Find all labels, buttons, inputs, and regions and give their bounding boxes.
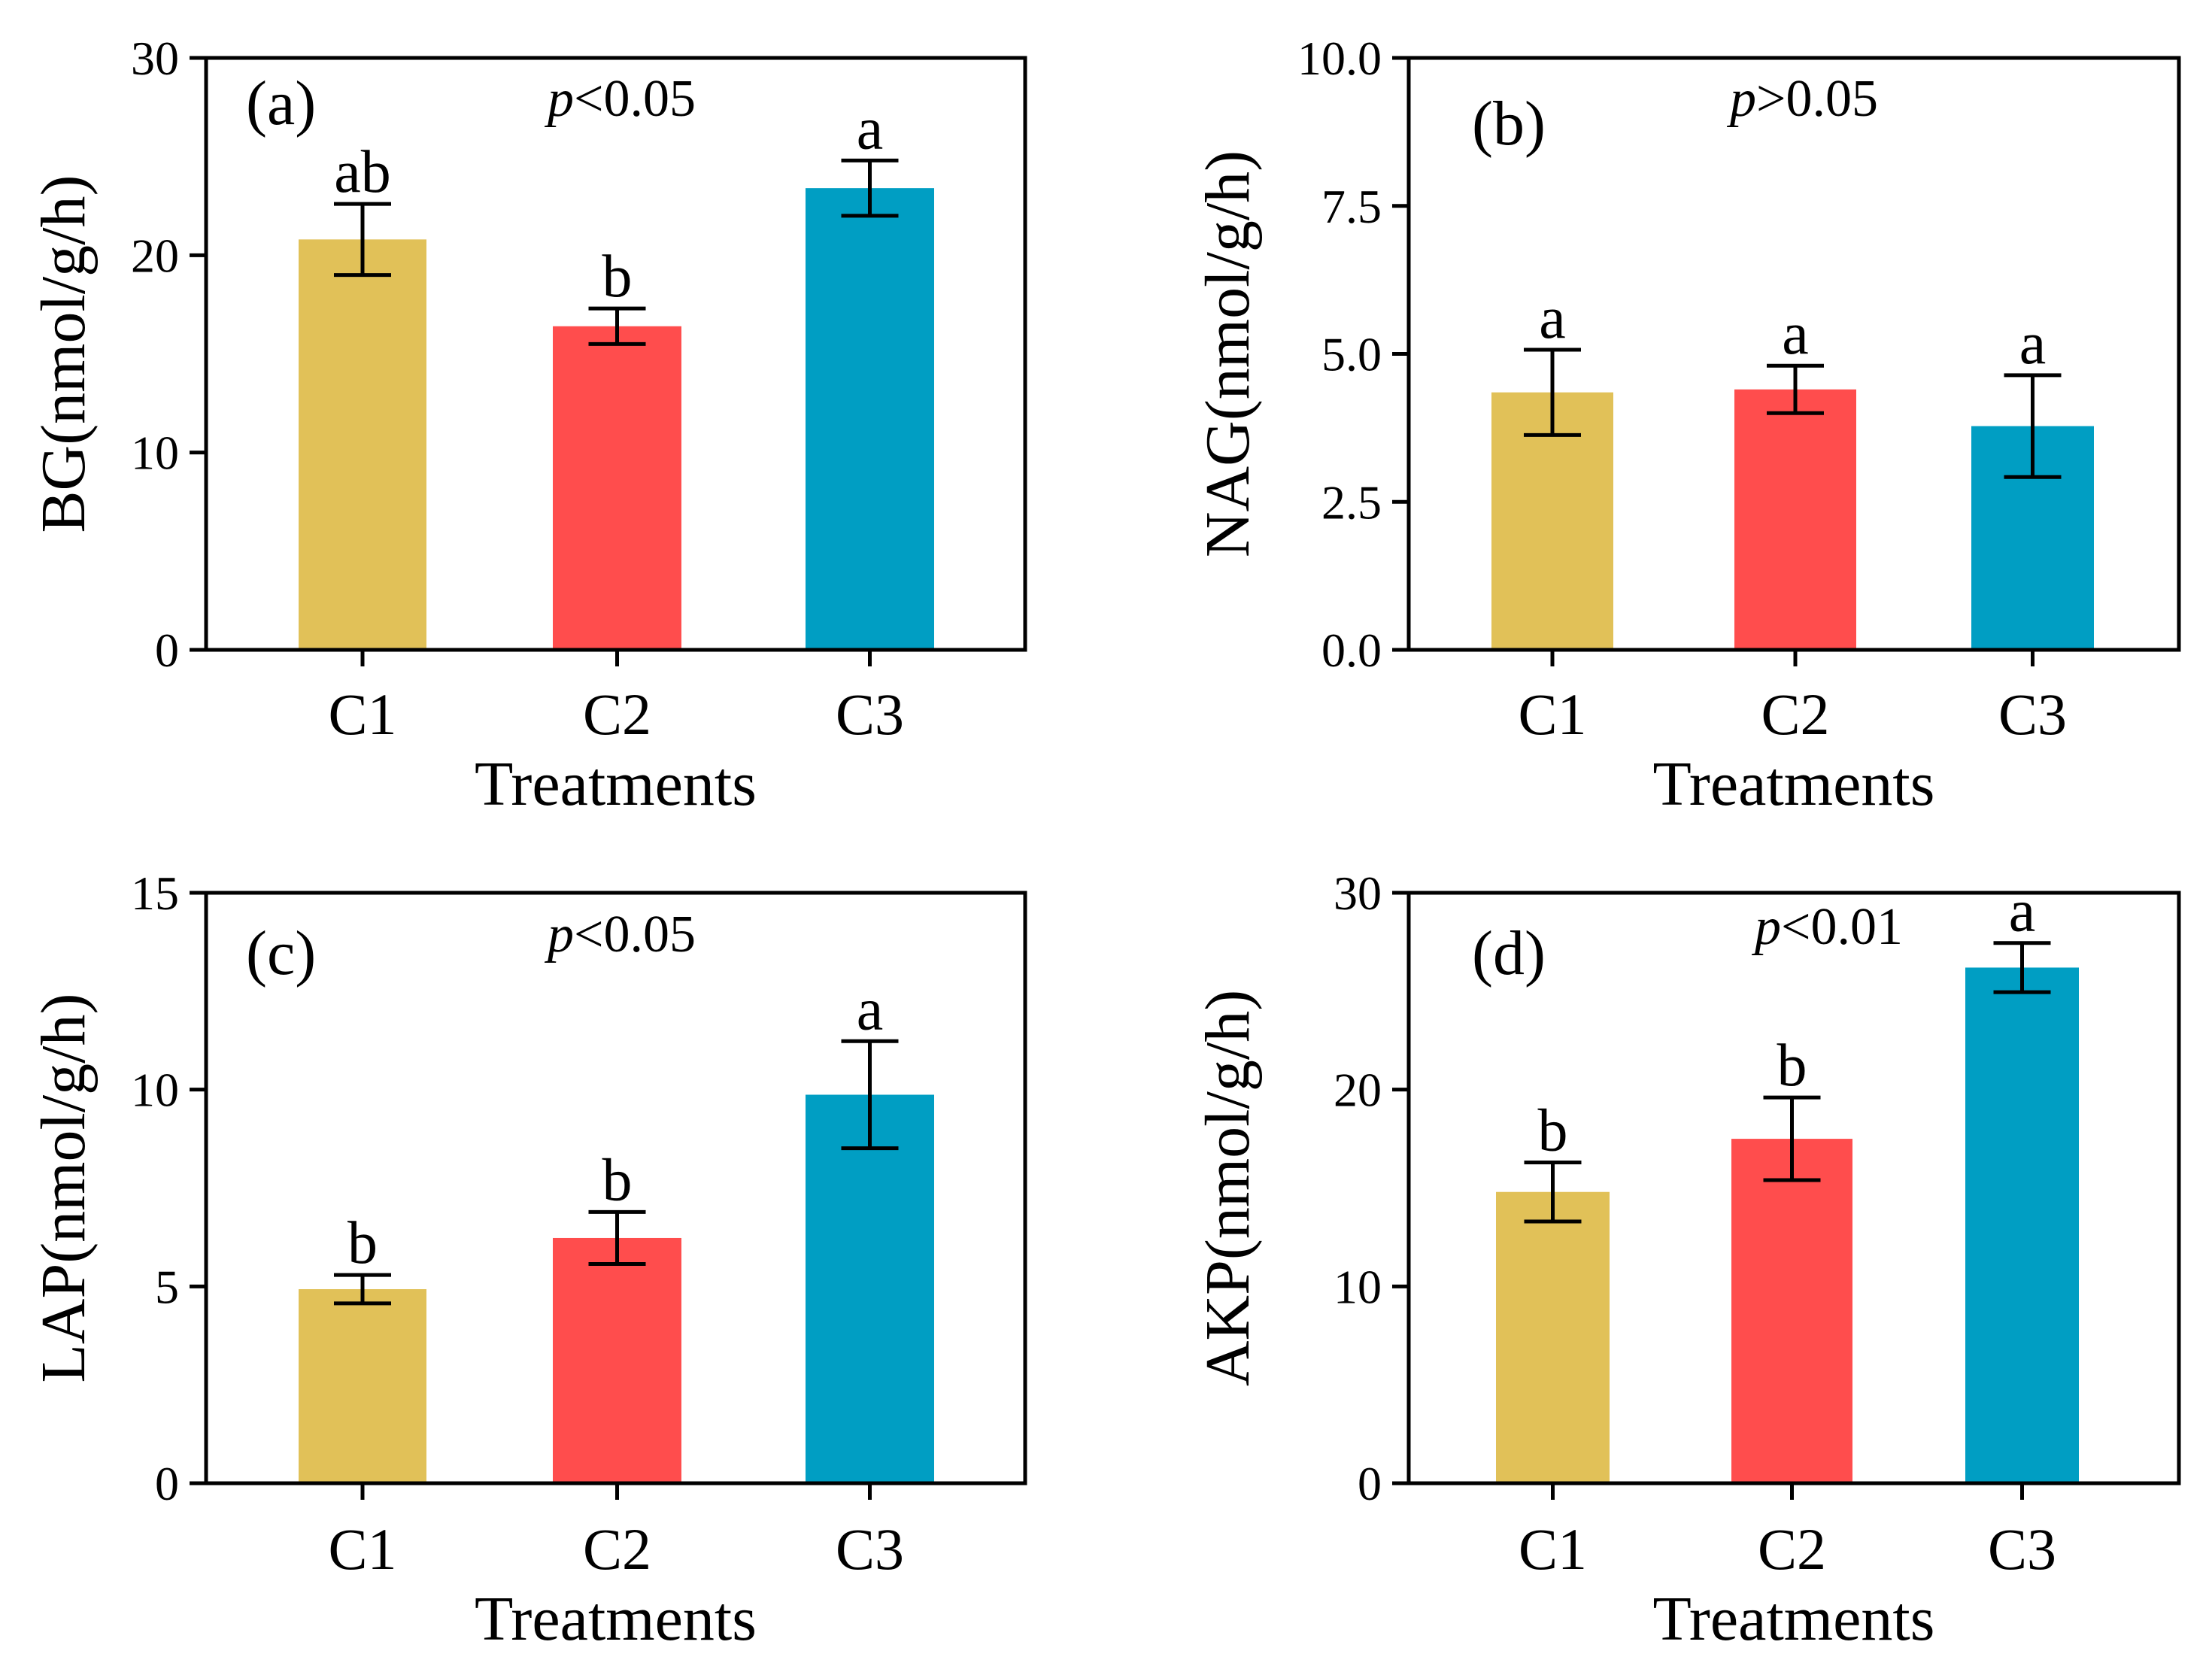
bar-c1 [299,239,426,650]
significance-label-c1: ab [334,139,391,205]
significance-label-c3: a [857,96,884,162]
chart-panel-c: b b a 0 5 10 15 C1 C2 C3 Treatments LAP(nmol/g/h) (c… [29,866,1027,1654]
bar-c3 [1965,967,2079,1483]
x-tick-label-c3: C3 [836,681,904,747]
significance-label-c1: b [347,1210,378,1276]
y-axis-title: LAP(nmol/g/h) [29,994,99,1383]
y-tick-label: 10 [131,1064,179,1117]
x-axis-title: Treatments [475,1584,757,1654]
x-tick-label-c3: C3 [1998,681,2067,747]
chart-panel-d: b b a 0 10 20 30 C1 C2 C3 Treatments AKP(nmol/g/h) (… [1193,866,2181,1654]
y-tick-label: 30 [1334,866,1382,920]
significance-label-c2: b [602,1147,633,1213]
p-value-annotation: p<0.05 [544,906,696,963]
y-tick-label: 10 [1334,1260,1382,1313]
y-tick-label: 5.0 [1321,328,1382,381]
y-tick-label: 5 [155,1260,179,1313]
significance-label-c1: a [1539,285,1566,351]
x-axis-title: Treatments [1653,1584,1935,1654]
bar-c3 [806,188,934,650]
bar-c2 [553,1237,681,1483]
y-tick-label: 2.5 [1321,475,1382,529]
x-tick-label-c1: C1 [1519,1516,1587,1582]
y-tick-label: 10.0 [1297,32,1382,85]
significance-label-c2: b [1777,1033,1807,1099]
p-value-annotation: p<0.01 [1751,898,1903,956]
bar-c1 [299,1288,426,1483]
y-tick-label: 0 [155,624,179,677]
panel-label: (d) [1472,918,1546,988]
panel-label: (a) [246,68,316,138]
chart-panel-b: a a a 0.0 2.5 5.0 7.5 10.0 C1 C2 C3 Treatments NAG(n… [1193,32,2181,819]
x-tick-label-c2: C2 [583,1516,651,1582]
error-bar-c1 [334,1273,391,1306]
y-tick-label: 0 [1358,1457,1382,1510]
chart-panel-a: ab b a 0 10 20 30 C1 C2 C3 Treatments BG(nmol/g/h) (… [29,32,1027,819]
x-axis-title: Treatments [1653,749,1935,819]
error-bar-c2 [588,306,646,346]
significance-label-c1: b [1538,1097,1568,1164]
p-value-annotation: p>0.05 [1726,70,1878,128]
x-tick-label-c3: C3 [836,1516,904,1582]
bar-c2 [1734,389,1856,650]
error-bar-c3 [841,158,899,218]
x-tick-label-c1: C1 [328,1516,396,1582]
x-tick-label-c2: C2 [1758,1516,1826,1582]
x-tick-label-c2: C2 [1761,681,1829,747]
error-bar-c1 [334,202,391,278]
significance-label-c2: a [1782,301,1809,367]
error-bar-c1 [1524,347,1581,437]
y-tick-label: 30 [131,32,179,85]
significance-label-c3: a [2019,311,2047,377]
bar-c2 [1731,1139,1852,1483]
y-tick-label: 0.0 [1321,624,1382,677]
y-axis-title: AKP(nmol/g/h) [1193,990,1263,1386]
error-bar-c2 [1767,363,1824,415]
x-tick-label-c3: C3 [1988,1516,2056,1582]
y-tick-label: 0 [155,1457,179,1510]
error-bar-c1 [1524,1160,1582,1224]
p-value-annotation: p<0.05 [544,70,696,128]
x-tick-label-c1: C1 [328,681,396,747]
y-tick-label: 7.5 [1321,180,1382,233]
x-axis-title: Treatments [475,749,757,819]
y-tick-label: 20 [131,229,179,282]
panel-label: (c) [246,918,316,988]
y-tick-label: 20 [1334,1064,1382,1117]
error-bar-c2 [588,1209,646,1267]
y-tick-label: 15 [131,866,179,920]
significance-label-c3: a [857,976,884,1042]
y-axis-title: BG(nmol/g/h) [29,175,99,533]
panel-label: (b) [1472,89,1546,159]
error-bar-c3 [841,1039,899,1151]
y-tick-label: 10 [131,426,179,480]
bar-c1 [1496,1191,1610,1483]
error-bar-c3 [2004,373,2062,479]
significance-label-c3: a [2009,879,2036,945]
significance-label-c2: b [602,244,633,310]
y-axis-title: NAG(nmol/g/h) [1193,150,1263,557]
error-bar-c3 [1993,941,2051,994]
bar-c3 [806,1094,934,1483]
x-tick-label-c2: C2 [583,681,651,747]
bar-c2 [553,326,681,650]
x-tick-label-c1: C1 [1518,681,1586,747]
error-bar-c2 [1763,1095,1821,1182]
